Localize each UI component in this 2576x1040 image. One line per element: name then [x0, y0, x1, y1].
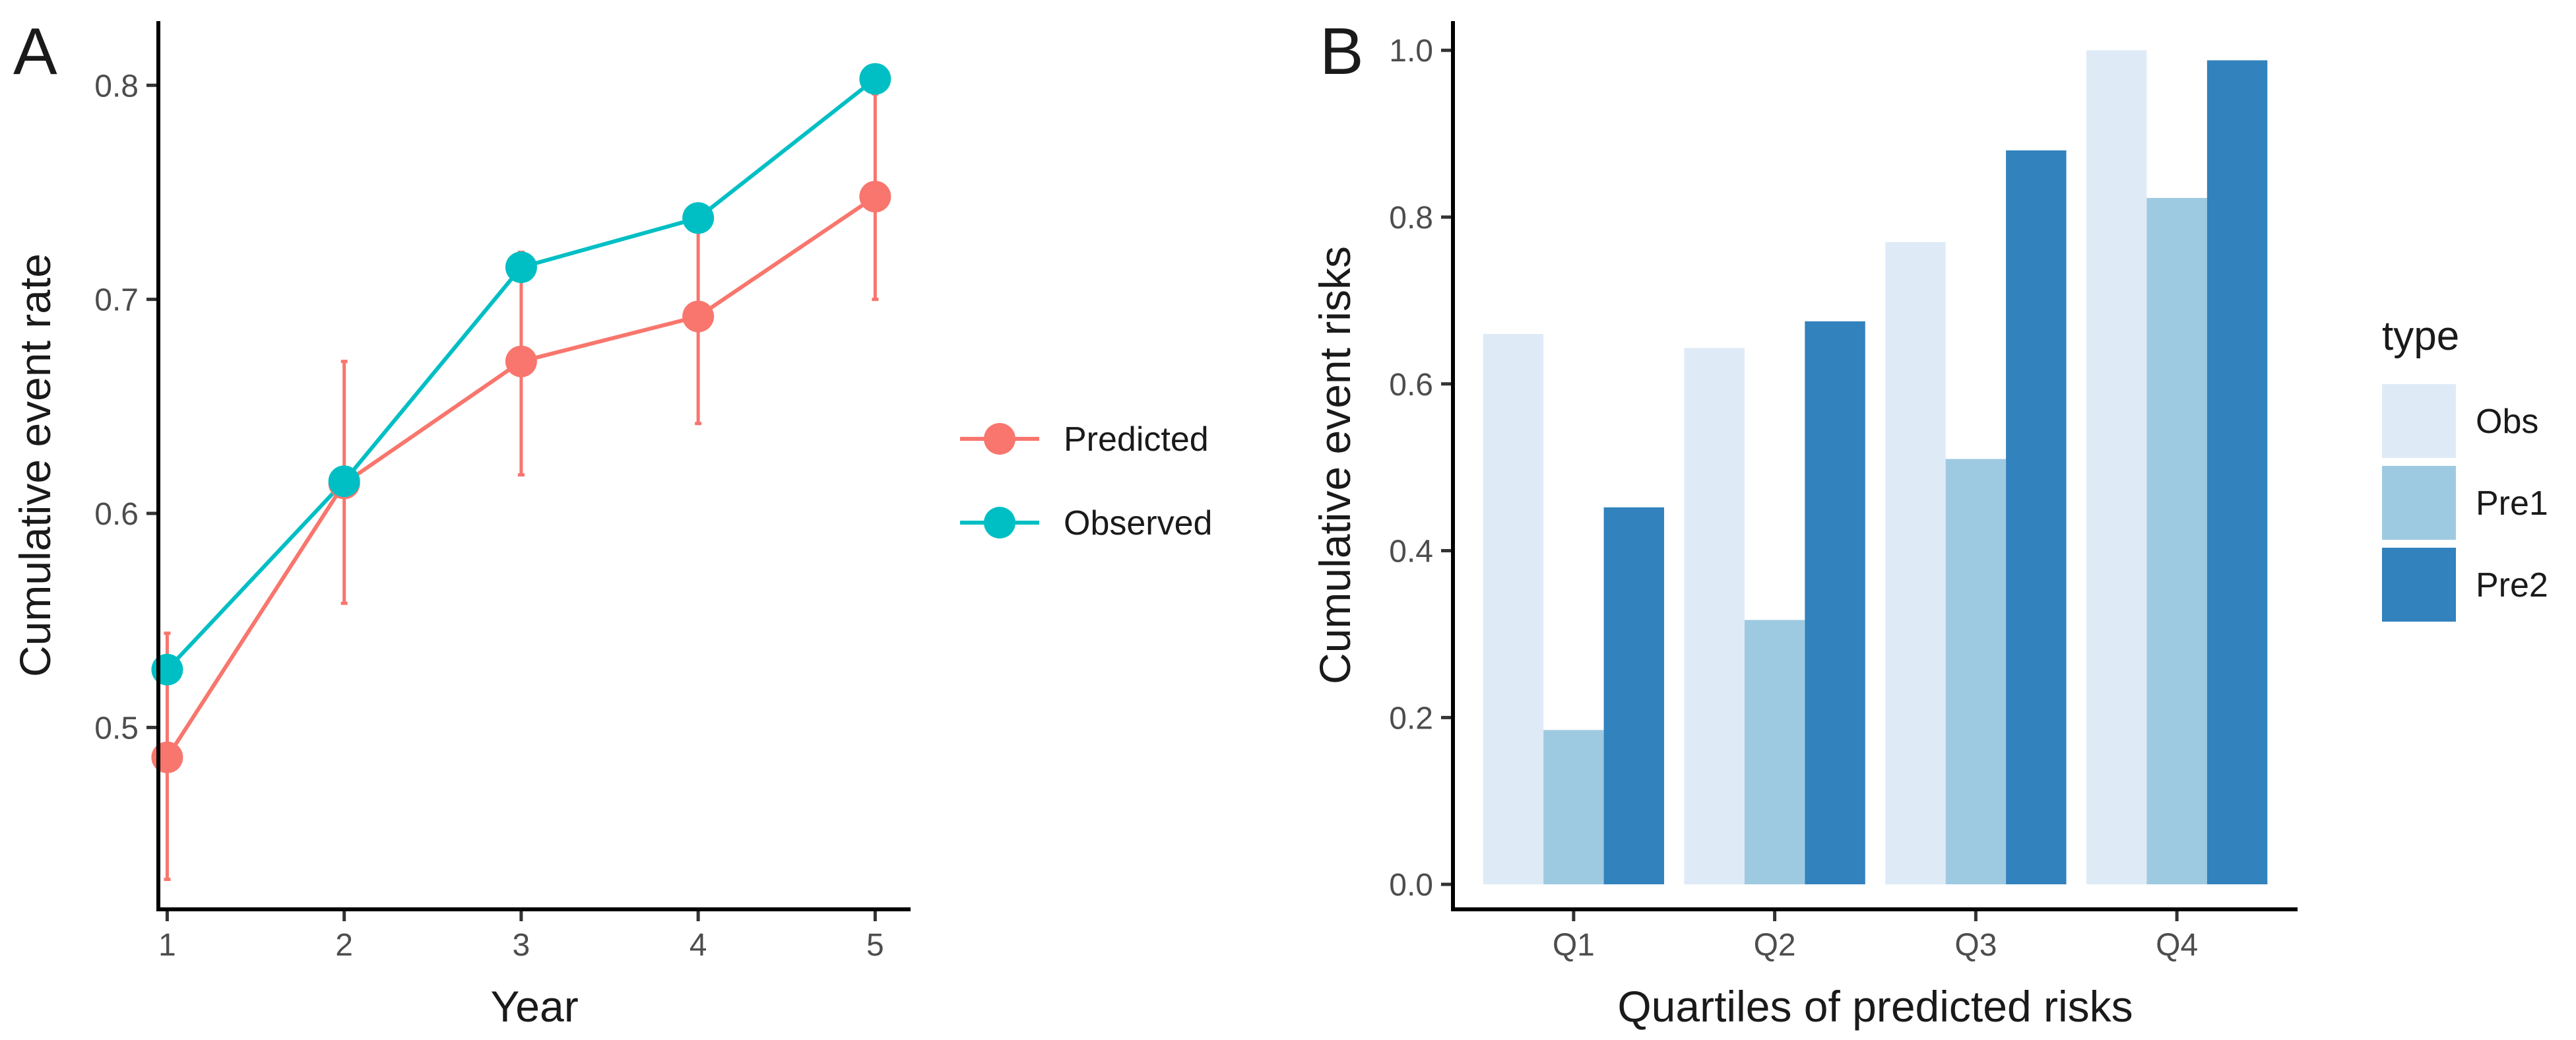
panel-b-plot-area: [1483, 50, 2268, 885]
legend-marker-predicted: [984, 423, 1015, 455]
bar-pre2-q4: [2206, 60, 2268, 885]
bar-pre2-q2: [1805, 321, 1865, 885]
x-tick-label: 2: [335, 928, 353, 963]
y-tick-label: 0.4: [1389, 535, 1433, 569]
legend-swatch-pre2: [2382, 548, 2456, 622]
x-tick-label: 3: [513, 928, 531, 963]
panel-a-y-ticks: 0.5 0.6 0.7 0.8: [94, 69, 158, 746]
data-point-observed: [505, 251, 537, 283]
data-point-predicted: [151, 741, 183, 773]
bar-pre1-q3: [1945, 459, 2007, 885]
panel-a-x-axis-title: Year: [490, 982, 578, 1031]
x-tick-label: 5: [866, 928, 884, 963]
panel-b-legend-title: type: [2382, 313, 2459, 359]
data-point-observed: [682, 202, 715, 234]
data-point-observed: [328, 465, 360, 498]
y-tick-label: 0.8: [1389, 201, 1433, 236]
legend-label-observed: Observed: [1064, 504, 1212, 542]
x-tick-label: 1: [158, 928, 176, 963]
panel-b-label: B: [1320, 15, 1364, 88]
x-tick-label: Q4: [2156, 928, 2198, 963]
y-tick-label: 0.7: [94, 283, 139, 318]
panel-b-legend: Obs Pre1 Pre2: [2382, 384, 2548, 622]
panel-b: B 0.0 0.2 0.4 0.6 0.8 1.0 Q1 Q2 Q3 Q4 Quartiles …: [1310, 15, 2548, 1031]
y-tick-label: 0.6: [1389, 368, 1433, 403]
legend-label-obs: Obs: [2476, 403, 2538, 441]
y-tick-label: 0.0: [1389, 868, 1433, 903]
x-tick-label: Q2: [1754, 928, 1796, 963]
legend-swatch-pre1: [2382, 466, 2456, 540]
panel-b-axes: [1451, 21, 2298, 911]
legend-swatch-obs: [2382, 384, 2456, 458]
panel-b-y-axis-title: Cumulative event risks: [1310, 246, 1359, 684]
legend-label-predicted: Predicted: [1064, 420, 1209, 459]
x-tick-label: Q1: [1553, 928, 1595, 963]
bar-obs-q1: [1483, 333, 1544, 885]
panel-a-label: A: [13, 15, 57, 88]
bar-pre2-q3: [2006, 150, 2067, 885]
y-tick-label: 0.2: [1389, 701, 1433, 736]
bar-obs-q2: [1684, 348, 1745, 885]
y-tick-label: 0.6: [94, 497, 139, 532]
y-tick-label: 0.8: [94, 69, 139, 104]
data-point-predicted: [505, 345, 537, 377]
bar-pre1-q4: [2146, 197, 2207, 885]
panel-b-x-ticks: Q1 Q2 Q3 Q4: [1553, 909, 2198, 963]
panel-a-axes: [156, 21, 911, 911]
legend-marker-observed: [984, 507, 1015, 538]
y-tick-label: 0.5: [94, 711, 139, 746]
data-point-observed: [859, 63, 891, 95]
panel-b-x-axis-title: Quartiles of predicted risks: [1617, 982, 2133, 1031]
panel-a-x-ticks: 1 2 3 4 5: [158, 909, 884, 963]
bar-obs-q4: [2086, 50, 2147, 885]
panel-b-y-ticks: 0.0 0.2 0.4 0.6 0.8 1.0: [1389, 34, 1453, 903]
panel-a-plot-area: [151, 63, 891, 882]
data-point-observed: [151, 653, 183, 686]
panel-a-y-axis-title: Cumulative event rate: [11, 253, 59, 677]
y-tick-label: 1.0: [1389, 34, 1433, 69]
legend-label-pre1: Pre1: [2476, 484, 2548, 523]
data-point-predicted: [859, 180, 891, 212]
panel-a: A 0.5 0.6 0.7 0.8 1 2 3 4 5 Year Cumulative eve…: [11, 15, 1212, 1031]
x-tick-label: 4: [690, 928, 707, 963]
bar-pre2-q1: [1603, 507, 1664, 885]
bar-obs-q3: [1885, 242, 1946, 885]
panel-a-legend: Predicted Observed: [960, 420, 1212, 542]
bar-pre1-q2: [1744, 620, 1805, 885]
x-tick-label: Q3: [1954, 928, 1997, 963]
data-point-predicted: [682, 300, 715, 333]
bar-pre1-q1: [1543, 730, 1604, 885]
legend-label-pre2: Pre2: [2476, 566, 2548, 604]
